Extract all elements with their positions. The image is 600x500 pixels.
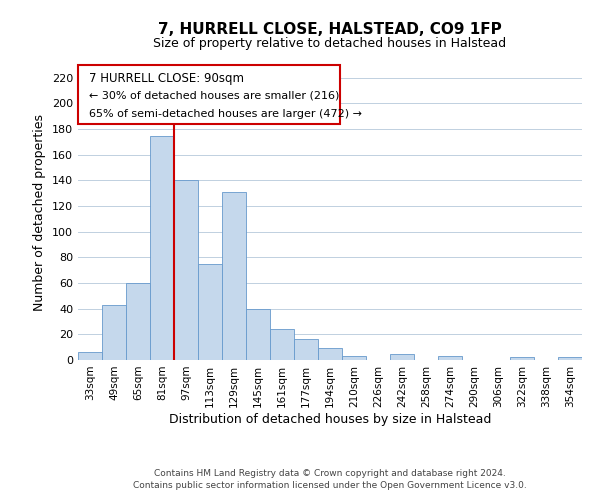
- FancyBboxPatch shape: [78, 65, 340, 124]
- Bar: [318, 348, 342, 360]
- Bar: [222, 192, 246, 360]
- Bar: [150, 136, 174, 360]
- Bar: [270, 329, 294, 360]
- Y-axis label: Number of detached properties: Number of detached properties: [34, 114, 46, 311]
- Bar: [198, 264, 222, 360]
- Bar: [246, 308, 270, 360]
- Bar: [78, 352, 102, 360]
- Bar: [342, 356, 366, 360]
- Text: Size of property relative to detached houses in Halstead: Size of property relative to detached ho…: [154, 38, 506, 51]
- Text: Contains public sector information licensed under the Open Government Licence v3: Contains public sector information licen…: [133, 481, 527, 490]
- Bar: [558, 358, 582, 360]
- Bar: [126, 283, 150, 360]
- Text: 7, HURRELL CLOSE, HALSTEAD, CO9 1FP: 7, HURRELL CLOSE, HALSTEAD, CO9 1FP: [158, 22, 502, 38]
- Text: 65% of semi-detached houses are larger (472) →: 65% of semi-detached houses are larger (…: [89, 109, 362, 119]
- Bar: [174, 180, 198, 360]
- Text: Contains HM Land Registry data © Crown copyright and database right 2024.: Contains HM Land Registry data © Crown c…: [154, 468, 506, 477]
- X-axis label: Distribution of detached houses by size in Halstead: Distribution of detached houses by size …: [169, 412, 491, 426]
- Bar: [102, 305, 126, 360]
- Bar: [294, 340, 318, 360]
- Bar: [390, 354, 414, 360]
- Bar: [438, 356, 462, 360]
- Bar: [510, 358, 534, 360]
- Text: ← 30% of detached houses are smaller (216): ← 30% of detached houses are smaller (21…: [89, 90, 340, 101]
- Text: 7 HURRELL CLOSE: 90sqm: 7 HURRELL CLOSE: 90sqm: [89, 72, 244, 86]
